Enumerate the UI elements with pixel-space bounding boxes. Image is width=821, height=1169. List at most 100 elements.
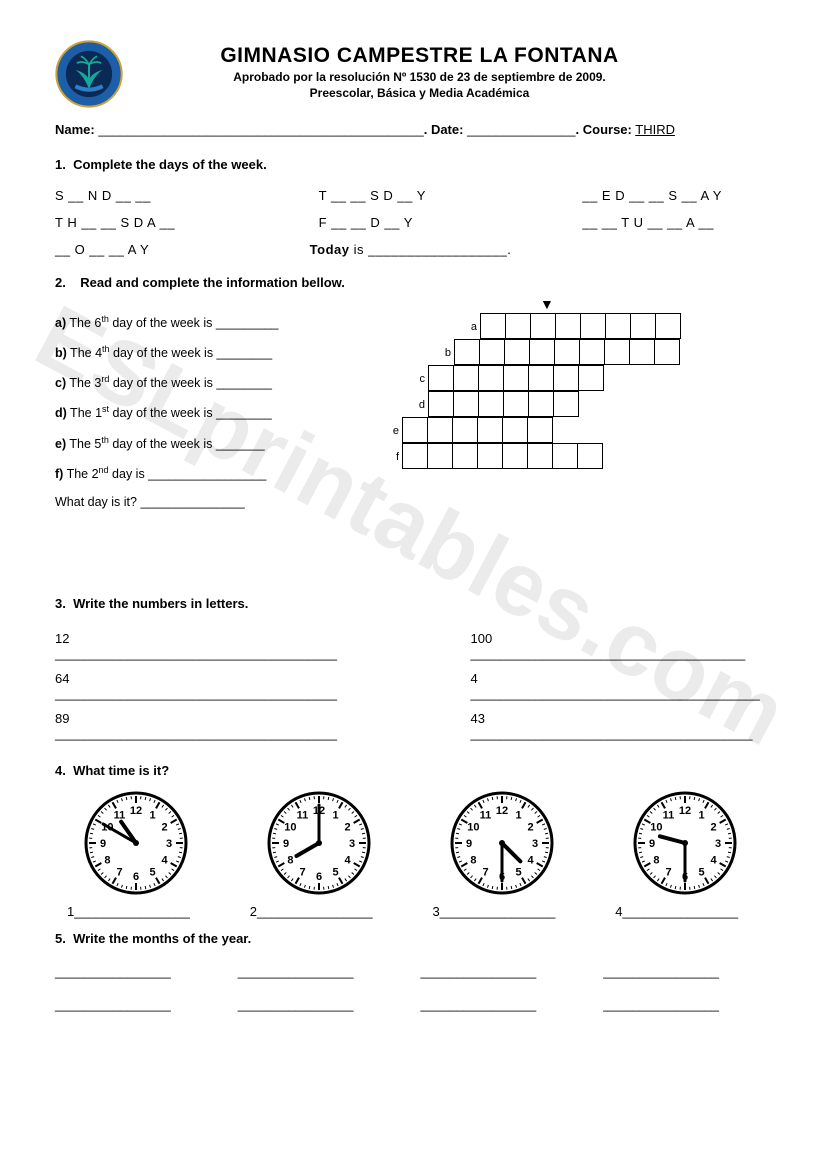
q3-blank[interactable]: 100 ____________________________________… xyxy=(471,631,767,661)
crossword-cell[interactable] xyxy=(477,443,503,469)
q1-blank[interactable]: S __ N D __ __ xyxy=(55,188,239,203)
clock-answer[interactable]: 4________________ xyxy=(603,904,766,919)
month-blank[interactable]: ________________ xyxy=(55,964,218,979)
month-blank[interactable]: ________________ xyxy=(421,997,584,1012)
months-row-1: ________________ ________________ ______… xyxy=(55,964,766,979)
crossword-cell[interactable] xyxy=(578,365,604,391)
crossword-cell[interactable] xyxy=(577,443,603,469)
crossword-cell[interactable] xyxy=(527,443,553,469)
crossword-cell[interactable] xyxy=(453,391,479,417)
crossword-row[interactable]: f xyxy=(385,444,603,469)
crossword-cell[interactable] xyxy=(502,443,528,469)
crossword-cell[interactable] xyxy=(480,313,506,339)
crossword-cell[interactable] xyxy=(553,391,579,417)
crossword-cell[interactable] xyxy=(552,443,578,469)
crossword-cell[interactable] xyxy=(505,313,531,339)
crossword-cell[interactable] xyxy=(553,365,579,391)
crossword-cell[interactable] xyxy=(478,365,504,391)
q1-blank[interactable]: __ E D __ __ S __ A Y xyxy=(582,188,766,203)
crossword-cell[interactable] xyxy=(579,339,605,365)
crossword-row-label: c xyxy=(411,373,425,385)
crossword-cell[interactable] xyxy=(452,417,478,443)
crossword-cell[interactable] xyxy=(402,443,428,469)
crossword-cell[interactable] xyxy=(604,339,630,365)
q2-item[interactable]: d) The 1st day of the week is ________ xyxy=(55,404,365,420)
q2-item[interactable]: c) The 3rd day of the week is ________ xyxy=(55,374,365,390)
crossword-cell[interactable] xyxy=(502,417,528,443)
q3-blank[interactable]: 89 _____________________________________… xyxy=(55,711,351,741)
crossword-row[interactable]: c xyxy=(411,366,604,391)
crossword-cell[interactable] xyxy=(630,313,656,339)
q3-blank[interactable]: 43 _____________________________________… xyxy=(471,711,767,741)
crossword-cell[interactable] xyxy=(427,443,453,469)
month-blank[interactable]: ________________ xyxy=(603,997,766,1012)
q3-blank[interactable]: 4 ______________________________________… xyxy=(471,671,767,701)
crossword-row[interactable]: d xyxy=(411,392,579,417)
crossword-cell[interactable] xyxy=(479,339,505,365)
month-blank[interactable]: ________________ xyxy=(238,997,401,1012)
crossword-cell[interactable] xyxy=(655,313,681,339)
clock-answer[interactable]: 3________________ xyxy=(421,904,584,919)
month-blank[interactable]: ________________ xyxy=(55,997,218,1012)
month-blank[interactable]: ________________ xyxy=(238,964,401,979)
crossword-cell[interactable] xyxy=(528,391,554,417)
svg-text:12: 12 xyxy=(679,805,691,817)
crossword-row[interactable]: b xyxy=(437,340,680,365)
crossword-cell[interactable] xyxy=(580,313,606,339)
crossword-cell[interactable] xyxy=(605,313,631,339)
crossword-row[interactable]: a xyxy=(463,314,681,339)
month-blank[interactable]: ________________ xyxy=(421,964,584,979)
crossword-cell[interactable] xyxy=(453,365,479,391)
svg-text:9: 9 xyxy=(649,838,655,850)
crossword-cell[interactable] xyxy=(654,339,680,365)
crossword-cell[interactable] xyxy=(527,417,553,443)
crossword-grid[interactable]: ▼abcdef xyxy=(379,314,759,584)
q1-blank[interactable]: T H __ __ S D A __ xyxy=(55,215,239,230)
crossword-cell[interactable] xyxy=(503,365,529,391)
crossword-cell[interactable] xyxy=(555,313,581,339)
crossword-cell[interactable] xyxy=(427,417,453,443)
svg-text:3: 3 xyxy=(166,838,172,850)
crossword-cell[interactable] xyxy=(452,443,478,469)
q3-blank[interactable]: 64 _____________________________________… xyxy=(55,671,351,701)
clocks-row: 1234567891011121234567891011121234567891… xyxy=(55,788,766,898)
svg-text:10: 10 xyxy=(467,822,479,834)
q2-item[interactable]: b) The 4th day of the week is ________ xyxy=(55,344,365,360)
month-blank[interactable]: ________________ xyxy=(603,964,766,979)
svg-text:2: 2 xyxy=(710,822,716,834)
crossword-cell[interactable] xyxy=(529,339,555,365)
crossword-cell[interactable] xyxy=(504,339,530,365)
q2-item[interactable]: e) The 5th day of the week is _______ xyxy=(55,435,365,451)
q2-item[interactable]: f) The 2nd day is _________________ xyxy=(55,465,365,481)
crossword-cell[interactable] xyxy=(478,391,504,417)
q1-blank[interactable]: T __ __ S D __ Y xyxy=(319,188,503,203)
q2-item[interactable]: a) The 6th day of the week is _________ xyxy=(55,314,365,330)
name-blank[interactable]: ________________________________________… xyxy=(95,122,424,137)
crossword-cell[interactable] xyxy=(554,339,580,365)
crossword-cell[interactable] xyxy=(428,365,454,391)
q1-today[interactable]: Today is __________________. xyxy=(310,242,512,257)
crossword-cell[interactable] xyxy=(629,339,655,365)
date-blank[interactable]: _______________ xyxy=(463,122,575,137)
q3-blank[interactable]: 12 _____________________________________… xyxy=(55,631,351,661)
svg-text:8: 8 xyxy=(653,855,659,867)
svg-text:9: 9 xyxy=(466,838,472,850)
crossword-cell[interactable] xyxy=(454,339,480,365)
crossword-cell[interactable] xyxy=(402,417,428,443)
crossword-row[interactable]: e xyxy=(385,418,553,443)
crossword-row-label: b xyxy=(437,347,451,359)
clock-answer[interactable]: 1________________ xyxy=(55,904,218,919)
crossword-cell[interactable] xyxy=(477,417,503,443)
q1-blank[interactable]: F __ __ D __ Y xyxy=(319,215,503,230)
svg-text:11: 11 xyxy=(662,809,674,821)
q1-blank[interactable]: __ __ T U __ __ A __ xyxy=(582,215,766,230)
clock-answer[interactable]: 2________________ xyxy=(238,904,401,919)
crossword-cell[interactable] xyxy=(428,391,454,417)
school-logo xyxy=(55,40,123,108)
q1-blank[interactable]: __ O __ __ A Y xyxy=(55,242,230,257)
crossword-cell[interactable] xyxy=(528,365,554,391)
q2-question[interactable]: What day is it? _______________ xyxy=(55,495,365,509)
crossword-cell[interactable] xyxy=(530,313,556,339)
svg-text:10: 10 xyxy=(284,822,296,834)
crossword-cell[interactable] xyxy=(503,391,529,417)
